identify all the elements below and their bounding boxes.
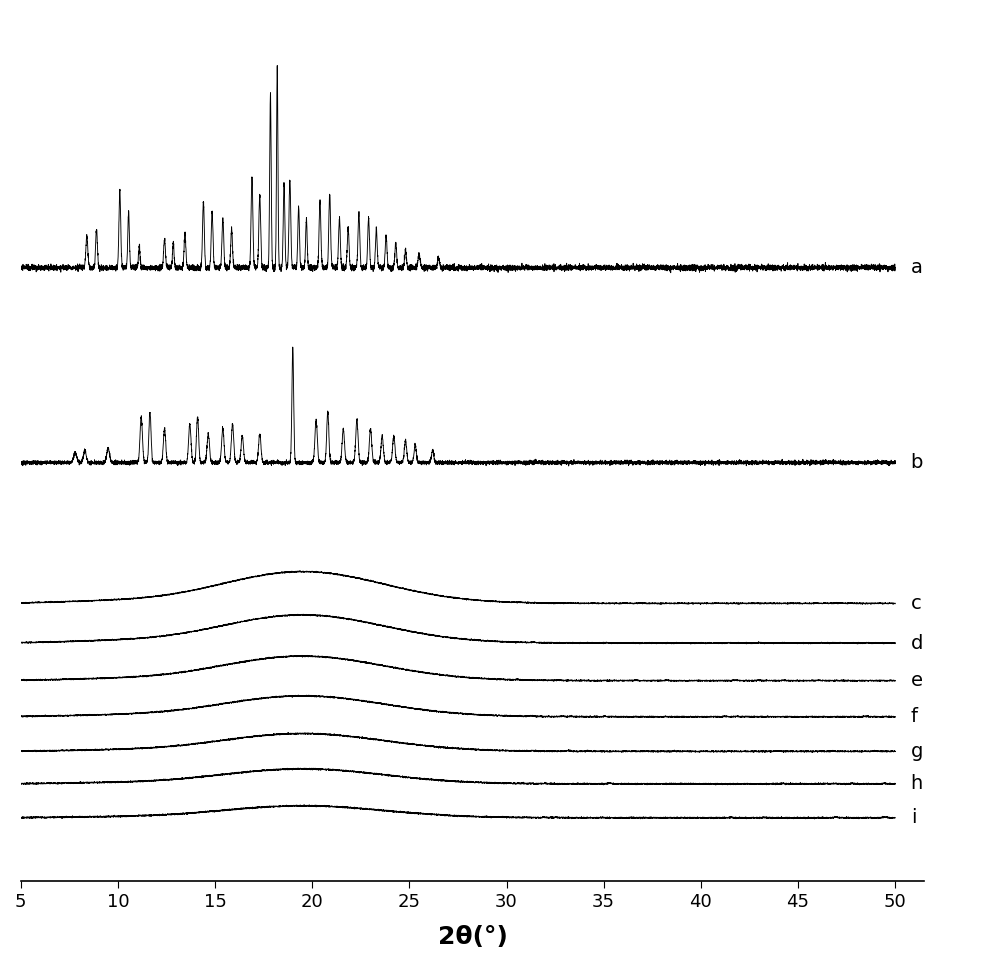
Text: d: d [911,633,923,653]
Text: f: f [911,708,918,726]
Text: a: a [911,258,923,278]
Text: b: b [911,453,923,472]
Text: c: c [911,594,921,613]
Text: e: e [911,671,923,690]
Text: i: i [911,808,916,827]
X-axis label: 2θ(°): 2θ(°) [438,925,507,949]
Text: h: h [911,774,923,793]
Text: g: g [911,742,923,761]
